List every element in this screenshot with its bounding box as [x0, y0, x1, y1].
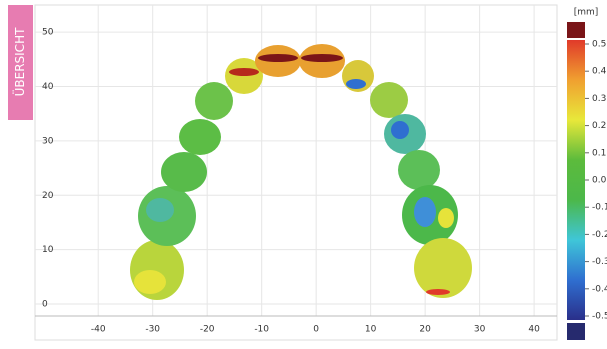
side-tab-label[interactable]: ÜBERSICHT [11, 27, 27, 96]
x-tick-label: -40 [91, 325, 106, 335]
tooth-shade [391, 121, 409, 139]
tooth-shade [229, 68, 259, 76]
colorbar-under [567, 323, 585, 340]
x-tick-label: 30 [474, 325, 486, 335]
y-tick-label: 10 [42, 245, 54, 255]
tooth [161, 152, 207, 192]
colorbar-tick-label: -0.3 [592, 257, 607, 267]
colorbar-tick-label: 0.5 [592, 40, 606, 50]
x-tick-label: 40 [528, 325, 540, 335]
tooth-shade [346, 79, 366, 89]
colorbar-tick-label: -0.4 [592, 284, 607, 294]
x-tick-label: -20 [200, 325, 215, 335]
colorbar-tick-label: 0.4 [592, 67, 607, 77]
colorbar-tick-label: 0.1 [592, 148, 606, 158]
tooth [370, 82, 408, 118]
tooth [398, 150, 440, 190]
tooth [179, 119, 221, 155]
tooth-shade [146, 198, 174, 222]
tooth-shade [134, 270, 166, 294]
x-tick-label: 10 [365, 325, 377, 335]
side-tab[interactable] [8, 5, 33, 120]
tooth-shade [438, 208, 454, 228]
tooth-shade [414, 197, 436, 227]
colorbar-unit: [mm] [574, 8, 599, 18]
tooth-shade [258, 54, 298, 62]
colorbar-tick-label: 0.2 [592, 121, 606, 131]
y-tick-label: 20 [42, 191, 54, 201]
tooth-shade [426, 289, 450, 295]
y-tick-label: 30 [42, 136, 54, 146]
colorbar-tick-label: 0.0 [592, 176, 607, 186]
y-tick-label: 50 [42, 28, 54, 38]
colorbar-tick-label: -0.1 [592, 203, 607, 213]
colorbar-tick-label: -0.5 [592, 312, 607, 322]
x-tick-label: 0 [313, 325, 319, 335]
dental-arch [130, 44, 472, 300]
tooth-shade [301, 54, 343, 62]
x-tick-label: -10 [254, 325, 269, 335]
colorbar-over [567, 22, 585, 38]
colorbar-tick-label: -0.2 [592, 230, 607, 240]
colorbar-tick-label: 0.3 [592, 94, 606, 104]
x-tick-label: 20 [419, 325, 431, 335]
y-tick-label: 0 [42, 300, 48, 310]
x-tick-label: -30 [145, 325, 160, 335]
tooth [414, 238, 472, 298]
tooth [195, 82, 233, 120]
colorbar [567, 40, 585, 320]
y-tick-label: 40 [42, 82, 54, 92]
